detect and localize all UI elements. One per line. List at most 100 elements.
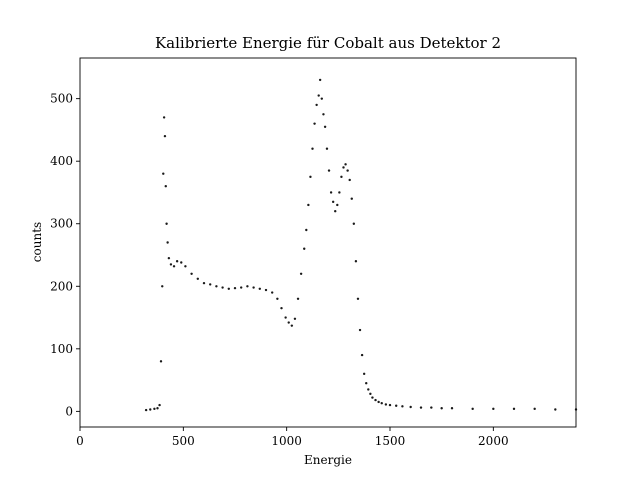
data-point [184, 265, 187, 268]
data-point [315, 103, 318, 107]
data-point [258, 287, 261, 290]
data-point [317, 94, 320, 97]
data-point [290, 324, 294, 327]
data-point [450, 407, 454, 410]
data-point [318, 78, 322, 82]
data-point [162, 116, 166, 119]
data-point [380, 402, 383, 405]
y-tick-label: 200 [50, 279, 73, 293]
y-tick-label: 100 [50, 342, 73, 356]
data-point [167, 256, 171, 260]
data-point [360, 353, 364, 357]
data-point [264, 288, 268, 292]
data-point [180, 261, 183, 264]
x-tick-label: 500 [172, 434, 195, 448]
data-point [144, 408, 148, 412]
data-point [313, 122, 316, 125]
data-point [354, 260, 358, 263]
data-point [325, 147, 329, 150]
data-point [156, 407, 159, 410]
data-point [367, 388, 370, 391]
data-point [252, 286, 255, 289]
data-point [165, 222, 168, 225]
x-tick-label: 2000 [478, 434, 509, 448]
data-point [221, 286, 224, 289]
y-axis-label: counts [30, 222, 44, 262]
data-point [430, 406, 433, 409]
data-point [166, 241, 169, 244]
data-point [284, 316, 287, 319]
data-point [356, 297, 360, 300]
y-axis-ticks: 0 100 200 300 400 500 [50, 92, 80, 418]
data-point [159, 360, 163, 363]
data-point [305, 228, 308, 232]
data-point [327, 169, 331, 172]
data-point [362, 372, 366, 376]
data-point [161, 285, 164, 288]
data-point [352, 222, 356, 225]
data-point [338, 191, 341, 194]
data-point [334, 210, 337, 213]
data-point [350, 197, 353, 200]
data-point [162, 172, 165, 175]
y-tick-label: 0 [65, 404, 73, 418]
data-point [401, 405, 404, 408]
x-axis-ticks: 0 500 1000 1500 2000 [76, 427, 509, 448]
data-point [209, 283, 212, 286]
x-tick-label: 1000 [271, 434, 302, 448]
y-tick-label: 500 [50, 92, 73, 106]
data-point [395, 404, 398, 407]
data-point [331, 200, 335, 204]
data-point [215, 285, 218, 288]
data-point [329, 191, 333, 194]
data-point [149, 408, 152, 411]
data-point [202, 281, 206, 285]
data-point [296, 297, 300, 300]
data-point [190, 272, 193, 275]
y-tick-label: 300 [50, 217, 73, 231]
data-point [377, 400, 380, 404]
data-point [371, 396, 374, 399]
data-point [158, 403, 161, 407]
data-point [233, 286, 237, 290]
data-point [307, 203, 310, 207]
data-point [342, 166, 345, 169]
data-point [227, 287, 230, 290]
data-point [554, 408, 557, 411]
data-point [271, 291, 274, 294]
data-point [276, 297, 279, 300]
data-point [299, 272, 303, 275]
data-point [365, 382, 368, 385]
data-point [344, 163, 347, 166]
data-point [287, 321, 290, 324]
data-point [346, 169, 349, 172]
data-point [320, 97, 323, 100]
y-tick-label: 400 [50, 154, 73, 168]
data-point [384, 403, 388, 406]
data-point [533, 407, 536, 411]
x-tick-label: 1500 [375, 434, 406, 448]
data-point [163, 134, 167, 138]
data-point [512, 407, 516, 411]
data-point [348, 178, 351, 182]
data-point [340, 175, 343, 179]
x-axis-label: Energie [304, 453, 352, 467]
data-point [169, 263, 173, 266]
data-point [280, 306, 283, 310]
chart-title: Kalibrierte Energie für Cobalt aus Detek… [155, 34, 501, 52]
data-point [336, 203, 339, 207]
data-point [388, 403, 392, 407]
data-point [175, 260, 179, 263]
data-point [369, 392, 372, 396]
data-point [309, 175, 312, 179]
data-point [246, 285, 249, 288]
data-point [164, 185, 167, 188]
x-tick-label: 0 [76, 434, 84, 448]
data-point [323, 125, 327, 128]
data-point [240, 286, 243, 289]
plot-frame [79, 57, 577, 428]
data-point [419, 406, 423, 409]
data-point [293, 317, 297, 320]
data-point [153, 407, 156, 411]
